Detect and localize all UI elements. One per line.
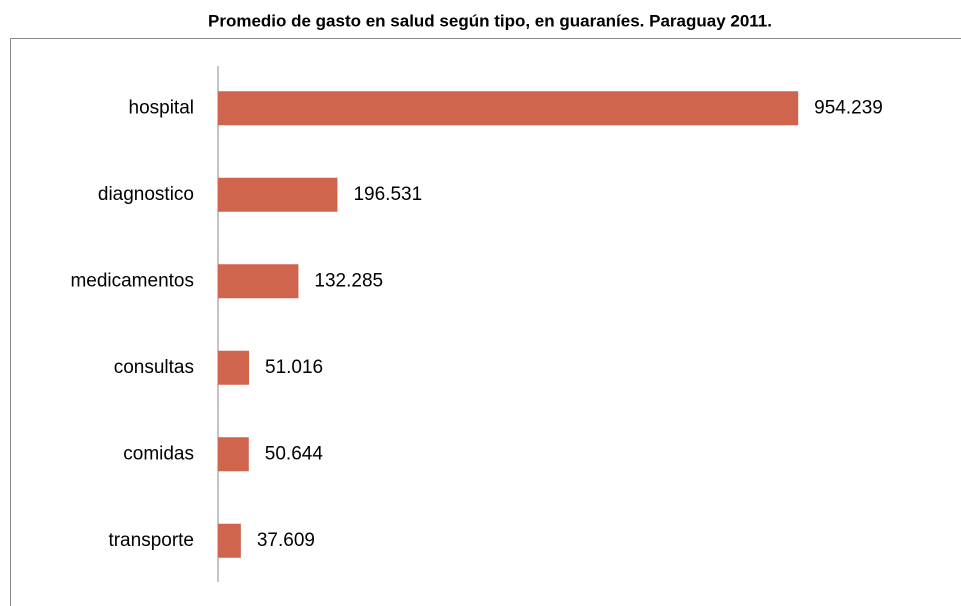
category-label: transporte xyxy=(108,530,194,551)
category-label: hospital xyxy=(129,97,195,118)
value-label: 51.016 xyxy=(265,357,323,378)
bar xyxy=(218,523,241,558)
value-label: 37.609 xyxy=(257,530,315,551)
bar xyxy=(218,91,799,126)
category-label: diagnostico xyxy=(98,184,194,205)
category-label: consultas xyxy=(114,357,194,378)
bar xyxy=(218,264,299,299)
value-label: 954.239 xyxy=(814,97,883,118)
category-label: comidas xyxy=(123,443,194,464)
value-label: 196.531 xyxy=(353,184,422,205)
category-label: medicamentos xyxy=(70,270,194,291)
value-label: 50.644 xyxy=(265,443,324,464)
chart-title: Promedio de gasto en salud según tipo, e… xyxy=(208,11,772,30)
value-label: 132.285 xyxy=(314,270,383,291)
bar xyxy=(218,350,250,385)
bar xyxy=(218,177,338,212)
bar xyxy=(218,437,249,472)
